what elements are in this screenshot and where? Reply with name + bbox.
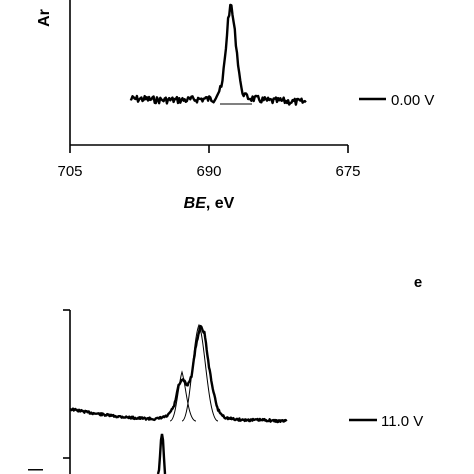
series-0-00v-line [129, 3, 307, 106]
component-peak-1 [169, 370, 197, 422]
clipped-label-fragment: — [28, 461, 43, 474]
top-x-axis-label: BE, eV [184, 195, 235, 212]
panel-label-e: e [414, 274, 422, 291]
legend-0-00v-label: 0.00 V [391, 92, 434, 109]
series-11-0v-line [69, 324, 288, 424]
bottom-panel: e 11.0 V — [28, 274, 423, 474]
top-x-tick-label-675: 675 [335, 163, 360, 180]
top-x-tick-label-705: 705 [57, 163, 82, 180]
top-x-tick-label-690: 690 [196, 163, 221, 180]
top-panel: 705 690 675 BE, eV Ar 0.00 V [36, 0, 434, 212]
top-y-axis-label: Ar [36, 9, 53, 27]
x-axis-label-unit: , eV [206, 195, 235, 212]
component-peak-2 [181, 323, 219, 422]
x-axis-label-symbol: BE [184, 195, 208, 212]
legend-11-0v-label: 11.0 V [381, 413, 423, 430]
next-spectrum-peak [156, 433, 167, 474]
